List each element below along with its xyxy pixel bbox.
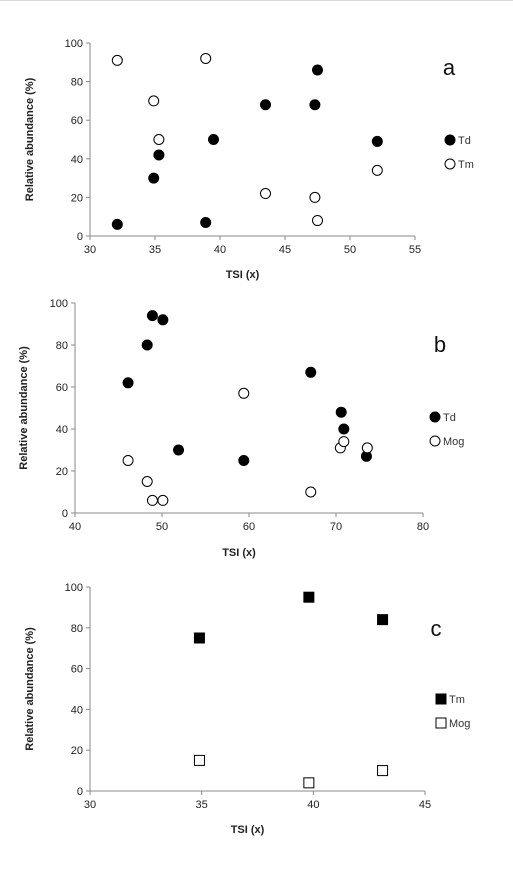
data-point-tm	[148, 95, 160, 107]
data-point-tm	[312, 215, 323, 227]
x-tick-label: 50	[156, 521, 168, 533]
data-point-td	[371, 135, 383, 147]
legend-marker-td	[429, 411, 441, 423]
x-tick-label: 40	[69, 521, 81, 533]
data-point-td	[153, 149, 165, 161]
data-point-td	[338, 423, 350, 435]
y-tick-label: 0	[77, 786, 83, 798]
data-point-td	[260, 99, 271, 111]
top-divider-line	[0, 0, 513, 1]
data-point-td	[141, 339, 153, 351]
data-point-mog	[303, 777, 315, 789]
data-point-tm	[260, 188, 271, 200]
data-point-tm	[303, 591, 315, 603]
legend-label-mog: Mog	[443, 436, 464, 448]
chart-panel-b: 0 20 40 60 80 100 40 50 60 70 80 TSI (x) Relative ab…	[18, 298, 464, 559]
y-tick-label: 20	[71, 745, 83, 757]
y-tick-label: 100	[50, 298, 68, 310]
x-axis-label: TSI (x)	[222, 547, 256, 559]
y-tick-label: 60	[56, 382, 68, 394]
y-axis-label: Relative abundance (%)	[24, 77, 36, 201]
legend-label-tm: Tm	[458, 159, 474, 171]
data-point-td	[305, 366, 317, 378]
x-tick-label: 35	[149, 244, 161, 256]
x-tick-label: 45	[419, 799, 431, 811]
y-axis-label: Relative abundance (%)	[18, 346, 30, 470]
y-tick-label: 20	[56, 466, 68, 478]
x-tick-label: 55	[409, 244, 421, 256]
y-tick-label: 0	[77, 231, 83, 243]
x-tick-label: 45	[279, 244, 291, 256]
data-point-tm	[200, 52, 212, 64]
data-point-td	[238, 455, 250, 466]
legend-marker-td	[444, 134, 456, 146]
y-tick-label: 80	[71, 77, 83, 89]
data-point-tm	[371, 164, 383, 176]
data-point-td	[157, 314, 169, 326]
x-axis-label: TSI (x)	[226, 269, 260, 281]
data-point-td	[148, 172, 160, 184]
legend-marker-mog	[429, 435, 441, 447]
chart-panel-a: 0 20 40 60 80 100 30 35 40 45 50 55 TSI (x) Relative …	[24, 38, 474, 281]
data-point-td	[122, 377, 134, 389]
legend-marker-tm	[435, 693, 447, 705]
y-tick-label: 0	[62, 508, 68, 520]
x-tick-label: 60	[243, 521, 255, 533]
data-point-mog	[146, 494, 158, 506]
data-point-tm	[309, 191, 321, 203]
data-point-td	[312, 64, 323, 76]
y-tick-label: 40	[56, 424, 68, 436]
legend-label-mog: Mog	[449, 718, 470, 730]
y-tick-label: 100	[65, 38, 83, 50]
data-point-td	[208, 134, 219, 145]
x-tick-label: 40	[214, 244, 226, 256]
y-tick-label: 100	[65, 582, 83, 594]
panel-label: b	[434, 332, 446, 357]
panel-label: c	[431, 616, 442, 641]
legend-label-tm: Tm	[449, 694, 465, 706]
legend-label-td: Td	[458, 135, 471, 147]
data-point-mog	[238, 387, 250, 399]
data-point-td	[309, 99, 321, 111]
data-point-mog	[193, 754, 205, 766]
x-tick-label: 30	[84, 244, 96, 256]
data-point-td	[200, 216, 212, 228]
x-tick-label: 30	[84, 799, 96, 811]
x-axis-label: TSI (x)	[231, 824, 265, 836]
x-tick-label: 80	[417, 521, 429, 533]
data-point-tm	[153, 134, 165, 145]
y-tick-label: 80	[71, 623, 83, 635]
legend-marker-mog	[435, 717, 447, 729]
y-axis-label: Relative abundance (%)	[24, 627, 36, 751]
data-point-mog	[157, 494, 169, 506]
x-tick-label: 35	[196, 799, 208, 811]
data-point-td	[146, 310, 158, 322]
data-point-td	[335, 406, 347, 418]
x-tick-label: 70	[330, 521, 342, 533]
data-point-mog	[377, 765, 389, 777]
data-point-td	[111, 218, 123, 230]
data-point-mog	[122, 455, 134, 466]
data-point-tm	[377, 614, 389, 626]
data-point-mog	[305, 486, 317, 498]
chart-panel-c: 0 20 40 60 80 100 30 35 40 45 TSI (x) Relative abun…	[24, 582, 470, 836]
y-tick-label: 60	[71, 664, 83, 676]
y-tick-label: 40	[71, 704, 83, 716]
x-tick-label: 40	[307, 799, 319, 811]
y-tick-label: 60	[71, 115, 83, 127]
legend-label-td: Td	[443, 412, 456, 424]
panel-label: a	[443, 55, 456, 80]
data-point-mog	[361, 442, 373, 454]
data-point-tm	[111, 54, 123, 66]
y-tick-label: 80	[56, 340, 68, 352]
y-tick-label: 20	[71, 192, 83, 204]
data-point-tm	[193, 632, 205, 644]
data-point-td	[173, 444, 185, 456]
data-point-mog	[338, 436, 350, 448]
x-tick-label: 50	[344, 244, 356, 256]
y-tick-label: 40	[71, 154, 83, 166]
data-point-mog	[141, 476, 153, 487]
legend-marker-tm	[444, 158, 456, 170]
